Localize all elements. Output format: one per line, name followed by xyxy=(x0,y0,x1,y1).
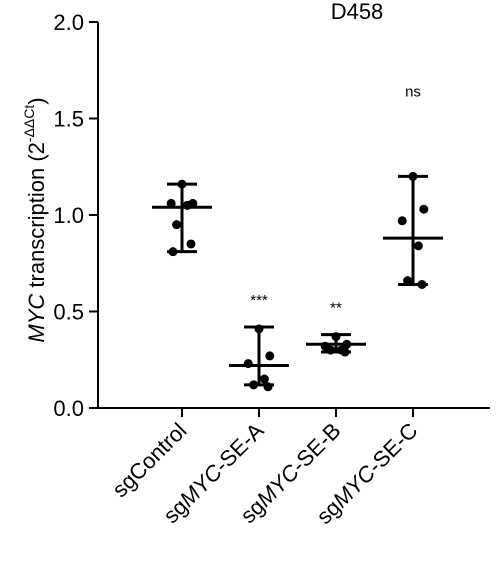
data-point xyxy=(183,201,192,210)
data-point xyxy=(187,239,196,248)
data-point xyxy=(332,332,341,341)
y-axis-label-text: transcription (2 xyxy=(24,142,49,294)
data-point xyxy=(172,220,181,229)
significance-label: ** xyxy=(330,300,342,317)
data-point xyxy=(169,247,178,256)
data-point xyxy=(419,205,428,214)
data-point xyxy=(418,280,427,289)
y-axis-label-close: ) xyxy=(24,97,49,104)
data-point xyxy=(341,348,350,357)
y-axis-label: MYC transcription (2-ΔΔCt) xyxy=(21,97,49,342)
group-2: *** xyxy=(229,292,289,391)
y-tick-label: 0.0 xyxy=(53,396,84,421)
data-point xyxy=(409,172,418,181)
y-tick-label: 1.0 xyxy=(53,203,84,228)
chart-title: D458 xyxy=(331,0,384,24)
significance-label: *** xyxy=(250,292,268,309)
data-point xyxy=(264,382,273,391)
data-point xyxy=(260,375,269,384)
y-axis-label-gene: MYC xyxy=(24,294,49,343)
data-point xyxy=(398,216,407,225)
data-point xyxy=(167,199,176,208)
data-point xyxy=(178,180,187,189)
y-tick-label: 2.0 xyxy=(53,10,84,35)
x-ticks xyxy=(182,408,413,417)
data-point xyxy=(244,359,253,368)
group-1 xyxy=(152,180,212,257)
y-axis-label-superscript: -ΔΔCt xyxy=(21,105,37,142)
y-tick-label: 0.5 xyxy=(53,300,84,325)
group-3: ** xyxy=(306,300,366,357)
data-groups: *** **ns xyxy=(152,83,443,391)
significance-label: ns xyxy=(405,83,421,100)
data-point xyxy=(255,324,264,333)
y-ticks: 0.0 0.5 1.0 1.5 2.0 xyxy=(53,10,98,421)
data-point xyxy=(326,346,335,355)
data-point xyxy=(249,380,258,389)
y-tick-label: 1.5 xyxy=(53,107,84,132)
data-point xyxy=(403,276,412,285)
data-point xyxy=(414,241,423,250)
group-4: ns xyxy=(383,83,443,289)
data-point xyxy=(265,351,274,360)
